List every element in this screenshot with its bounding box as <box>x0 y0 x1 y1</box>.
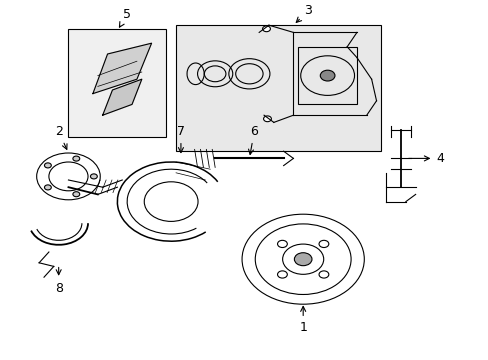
Bar <box>176 25 381 151</box>
Circle shape <box>44 163 51 168</box>
Text: 4: 4 <box>408 152 443 165</box>
Bar <box>68 29 166 137</box>
Circle shape <box>44 185 51 190</box>
Text: 8: 8 <box>55 267 62 294</box>
Text: 5: 5 <box>119 8 131 27</box>
Circle shape <box>262 26 270 32</box>
Circle shape <box>320 70 334 81</box>
Text: 3: 3 <box>296 4 311 22</box>
Circle shape <box>73 156 80 161</box>
Circle shape <box>90 174 97 179</box>
Text: 2: 2 <box>55 125 67 149</box>
Circle shape <box>294 253 311 266</box>
Polygon shape <box>93 43 151 94</box>
Text: 1: 1 <box>299 306 306 334</box>
Text: 7: 7 <box>177 125 184 153</box>
Polygon shape <box>102 79 142 115</box>
Circle shape <box>73 192 80 197</box>
Circle shape <box>263 116 271 122</box>
Text: 6: 6 <box>248 125 258 154</box>
Bar <box>298 47 356 104</box>
